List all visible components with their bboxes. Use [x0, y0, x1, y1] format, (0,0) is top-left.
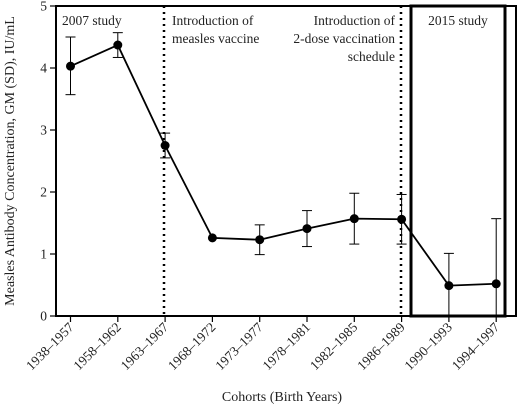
series-layer	[65, 32, 502, 317]
data-point	[397, 214, 407, 224]
annotation-two-dose-line3: schedule	[348, 49, 395, 64]
x-tick-label: 1982–1985	[307, 319, 361, 373]
plot-frame	[55, 5, 517, 317]
y-axis: 0 1 2 3 4 5	[40, 0, 56, 324]
annotation-two-dose-line1: Introduction of	[314, 13, 396, 28]
x-tick-label: 1978–1981	[260, 320, 314, 374]
data-point	[66, 61, 75, 71]
data-point	[444, 281, 454, 291]
data-point	[160, 141, 170, 150]
x-tick-label: 1968–1972	[165, 320, 219, 374]
y-tick-label: 4	[40, 61, 47, 76]
data-point	[349, 214, 359, 224]
y-tick-label: 5	[40, 0, 47, 14]
x-axis: 1938–19571958–19621963–19671968–19721973…	[23, 316, 502, 373]
y-axis-title: Measles Antibody Concentration, GM (SD),…	[3, 16, 18, 306]
y-tick-label: 0	[40, 309, 47, 324]
data-point	[113, 40, 123, 50]
annotation-two-dose-line2: 2-dose vaccination	[293, 31, 395, 46]
annotation-measles-vaccine-line2: measles vaccine	[172, 31, 259, 46]
x-tick-label: 1986–1989	[354, 319, 408, 373]
x-tick-label: 1990–1993	[401, 319, 455, 373]
data-point	[207, 233, 217, 243]
annotation-2007-study: 2007 study	[62, 13, 122, 28]
data-point	[302, 224, 312, 234]
x-tick-label: 1938–1957	[23, 319, 77, 373]
y-tick-label: 2	[40, 185, 47, 200]
annotation-2015-study: 2015 study	[428, 13, 488, 28]
series-line	[70, 43, 497, 287]
y-tick-label: 1	[40, 247, 47, 262]
y-tick-label: 3	[40, 123, 47, 138]
study-2015-box	[409, 4, 507, 318]
x-tick-label: 1994–1997	[449, 319, 503, 373]
data-point	[491, 279, 501, 289]
x-tick-label: 1973–1977	[212, 319, 266, 373]
x-tick-label: 1963–1967	[118, 319, 172, 373]
annotation-measles-vaccine-line1: Introduction of	[172, 13, 254, 28]
x-tick-label: 1958–1962	[70, 320, 124, 374]
x-axis-title: Cohorts (Birth Years)	[222, 390, 343, 405]
data-point	[255, 235, 265, 245]
